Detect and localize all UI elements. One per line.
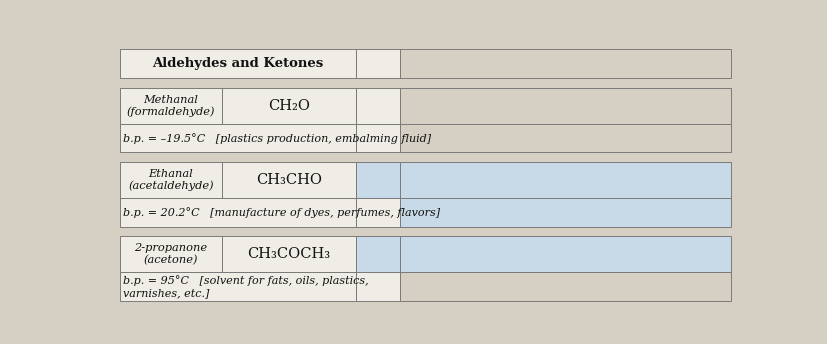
Text: Aldehydes and Ketones: Aldehydes and Ketones [152, 57, 323, 70]
Bar [119, 198, 355, 227]
Text: CH₂O: CH₂O [268, 99, 309, 113]
Bar [355, 49, 399, 78]
Text: b.p. = –19.5°C   [plastics production, embalming fluid]: b.p. = –19.5°C [plastics production, emb… [123, 133, 431, 143]
Text: 2-propanone
(acetone): 2-propanone (acetone) [134, 243, 208, 265]
Bar [119, 236, 222, 272]
Bar [355, 198, 399, 227]
Text: Ethanal
(acetaldehyde): Ethanal (acetaldehyde) [128, 169, 213, 191]
Bar [355, 124, 399, 152]
Bar [119, 49, 355, 78]
Bar [399, 124, 730, 152]
Text: CH₃COCH₃: CH₃COCH₃ [247, 247, 330, 261]
Bar [399, 88, 730, 124]
Bar [119, 272, 355, 301]
Bar [119, 88, 222, 124]
Bar [399, 236, 730, 272]
Bar [399, 162, 730, 198]
Bar [222, 162, 355, 198]
Bar [355, 272, 399, 301]
Bar [399, 198, 730, 227]
Bar [399, 272, 730, 301]
Bar [355, 236, 399, 272]
Bar [355, 88, 399, 124]
Text: CH₃CHO: CH₃CHO [256, 173, 322, 187]
Bar [222, 236, 355, 272]
Text: b.p. = 20.2°C   [manufacture of dyes, perfumes, flavors]: b.p. = 20.2°C [manufacture of dyes, perf… [123, 207, 440, 218]
Bar [119, 124, 355, 152]
Bar [222, 88, 355, 124]
Bar [355, 162, 399, 198]
Text: b.p. = 95°C   [solvent for fats, oils, plastics,
varnishes, etc.]: b.p. = 95°C [solvent for fats, oils, pla… [123, 276, 369, 298]
Text: Methanal
(formaldehyde): Methanal (formaldehyde) [127, 95, 215, 117]
Bar [399, 49, 730, 78]
Bar [119, 162, 222, 198]
